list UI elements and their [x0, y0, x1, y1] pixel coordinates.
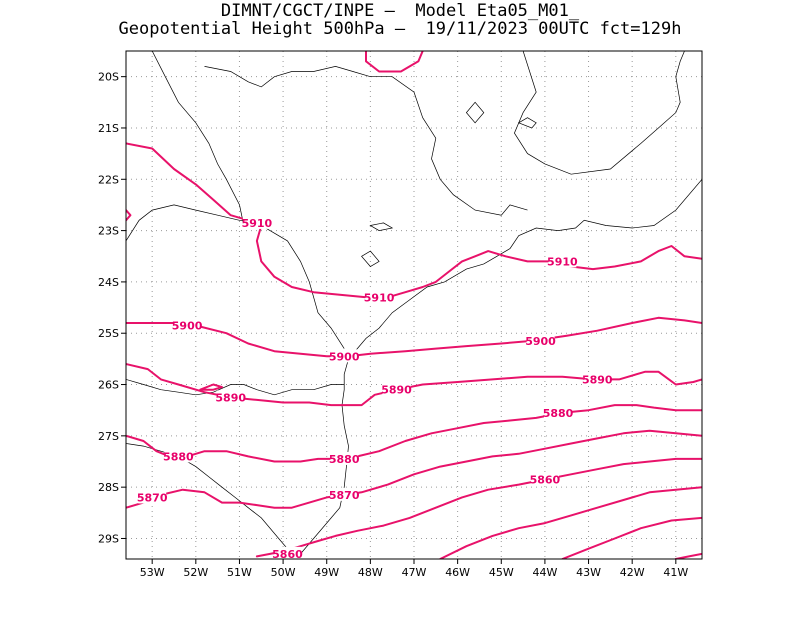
x-tick-label: 50W [271, 566, 296, 579]
contour-5890 [199, 383, 223, 391]
contour-label-bg [548, 254, 577, 268]
coastline-segment [204, 66, 528, 216]
y-axis-ticks: 20S 21S 22S 23S 24S 25S 26S 27S 28S 29S [98, 71, 126, 545]
x-tick-label: 51W [227, 566, 252, 579]
y-tick-label: 27S [98, 430, 119, 443]
contour-5860 [255, 457, 702, 558]
lake-outline [369, 222, 394, 231]
contour-label: 5890 [381, 384, 412, 397]
contour-5900 [126, 316, 702, 358]
contour-label-bg [138, 490, 167, 504]
contour-label: 5880 [163, 450, 194, 463]
contour-label: 5890 [215, 391, 246, 404]
x-tick-label: 47W [402, 566, 427, 579]
contour-label-bg [216, 390, 245, 404]
contour-label: 5910 [242, 217, 273, 230]
contour-label: 5910 [364, 291, 395, 304]
contour-label-bg [164, 449, 193, 463]
contour-label-bg [365, 290, 394, 304]
contour-5840 [561, 516, 702, 559]
y-tick-label: 26S [98, 379, 119, 392]
plot-frame [125, 50, 703, 560]
coastline-segment [126, 204, 345, 349]
contour-label: 5880 [543, 407, 574, 420]
contour-label-bg [544, 405, 572, 419]
x-tick-label: 48W [358, 566, 383, 579]
contour-label: 5860 [272, 548, 303, 561]
contour-label-bg [330, 487, 359, 501]
contour-label-bg [330, 451, 359, 465]
grid-lines [126, 51, 702, 559]
coastline-segment [126, 443, 293, 555]
contour-label: 5900 [329, 350, 360, 363]
contour-label: 5890 [582, 373, 613, 386]
contour-5920 [365, 51, 424, 73]
y-tick-label: 22S [98, 173, 119, 186]
contour-5880 [126, 404, 702, 463]
y-tick-label: 25S [98, 327, 119, 340]
x-tick-label: 52W [183, 566, 208, 579]
coastlines [126, 51, 702, 559]
y-tick-label: 29S [98, 532, 119, 545]
x-tick-label: 41W [663, 566, 688, 579]
contour-label-bg [330, 349, 359, 363]
coastline-segment [151, 51, 245, 226]
y-tick-label: 20S [98, 71, 119, 84]
x-tick-label: 46W [445, 566, 470, 579]
x-tick-label: 42W [620, 566, 645, 579]
contour-label-bg [583, 372, 612, 386]
contour-5870 [126, 429, 702, 509]
x-tick-label: 49W [314, 566, 339, 579]
contour-label-bg [382, 382, 411, 396]
lake-outline [465, 101, 485, 124]
x-tick-label: 45W [489, 566, 514, 579]
coastline-segment [514, 51, 685, 175]
title-line-1: DIMNT/CGCT/INPE – Model Eta05_M01_ [220, 1, 580, 21]
y-tick-label: 28S [98, 481, 119, 494]
contour-5910 [126, 209, 132, 222]
coastline-segment [295, 179, 702, 559]
contour-label-bg [530, 472, 559, 486]
contour-label-bg [173, 318, 202, 332]
contour-5910 [126, 142, 702, 299]
contour-label: 5900 [172, 320, 203, 333]
contour-labels: 5910 5910 5910 5900 5900 5900 5890 5890 5890 5880… [137, 215, 613, 561]
x-axis-ticks: 53W 52W 51W 50W 49W 48W 47W 46W 45W 44W 43W 42W 41W [140, 559, 688, 579]
contour-5850 [439, 486, 702, 559]
contour-label: 5860 [530, 473, 561, 486]
coastline-segment [126, 379, 345, 396]
y-tick-label: 23S [98, 225, 119, 238]
x-tick-label: 53W [140, 566, 165, 579]
contour-label-bg [273, 546, 302, 560]
contour-5830 [674, 552, 702, 559]
contour-label: 5880 [329, 453, 360, 466]
title-line-2: Geopotential Height 500hPa – 19/11/2023 … [118, 19, 682, 39]
contour-label-bg [526, 333, 555, 347]
x-tick-label: 43W [576, 566, 601, 579]
contour-label: 5910 [547, 255, 578, 268]
map-title: DIMNT/CGCT/INPE – Model Eta05_M01_ Geopo… [0, 2, 800, 38]
y-tick-label: 24S [98, 276, 119, 289]
contour-label: 5870 [329, 489, 360, 502]
contour-label: 5900 [525, 335, 556, 348]
contour-label: 5870 [137, 491, 168, 504]
height-contours [126, 51, 702, 559]
x-tick-label: 44W [532, 566, 557, 579]
lake-outline [517, 117, 537, 129]
y-tick-label: 21S [98, 122, 119, 135]
lake-outline [361, 250, 380, 267]
contour-label-bg [242, 215, 271, 229]
